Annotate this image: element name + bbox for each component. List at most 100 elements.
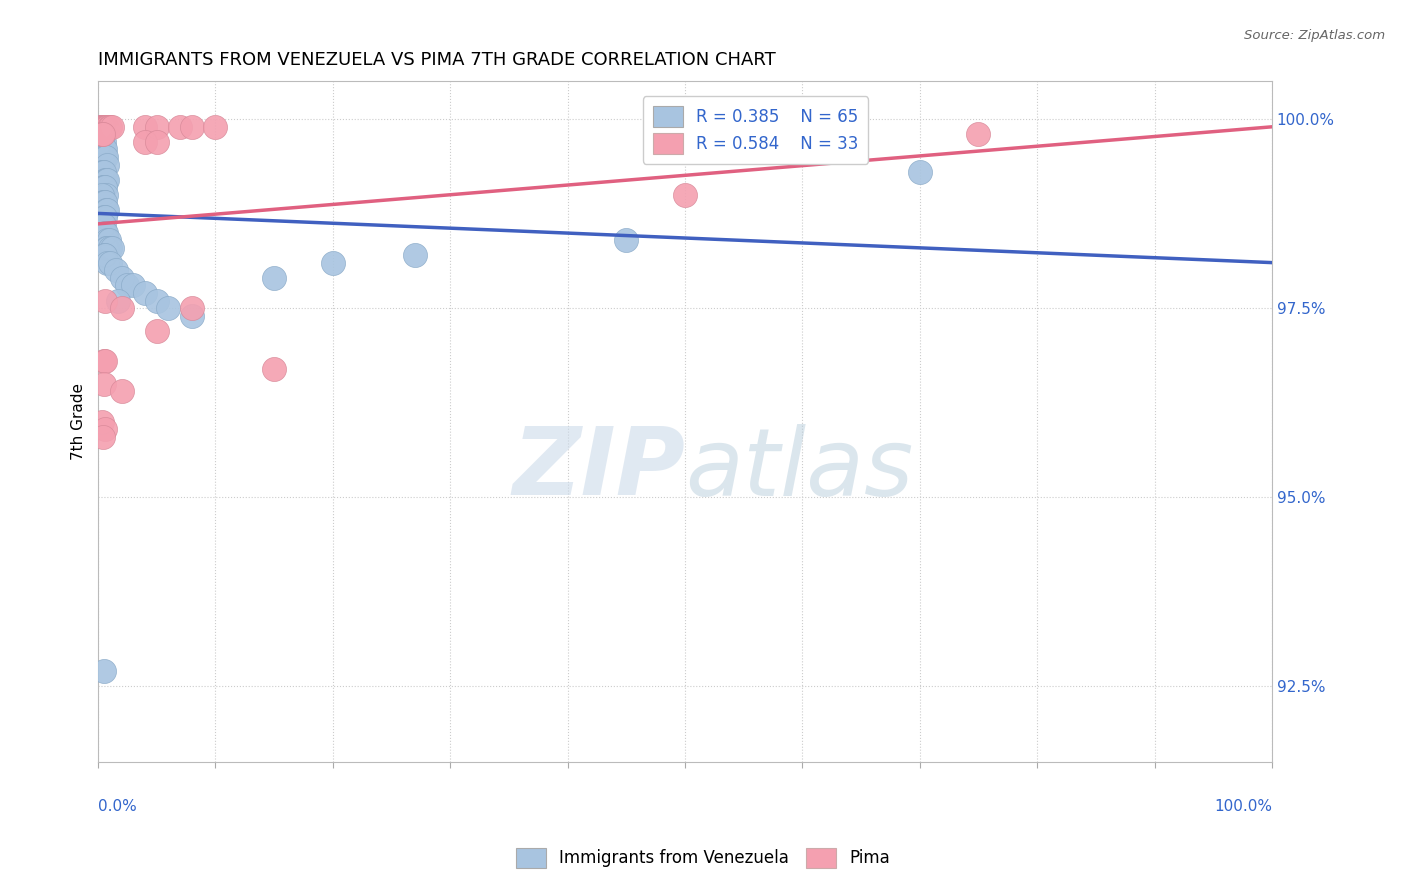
Point (89, 120, 111, 134)
Point (181, 120, 204, 134)
Text: atlas: atlas (685, 424, 914, 515)
Point (145, 135, 167, 149)
Text: ZIP: ZIP (512, 423, 685, 516)
Point (94, 150, 117, 164)
Point (96, 226, 118, 240)
Point (91, 128, 114, 142)
Point (96, 172, 118, 186)
Point (181, 309, 204, 323)
Text: Source: ZipAtlas.com: Source: ZipAtlas.com (1244, 29, 1385, 42)
Point (93, 135, 115, 149)
Point (89, 120, 111, 134)
Point (93, 165, 115, 179)
Point (104, 263, 127, 277)
Point (96, 241, 118, 255)
Point (96, 241, 118, 255)
Point (101, 120, 124, 134)
Point (169, 120, 191, 134)
Point (145, 120, 167, 134)
Point (90, 135, 112, 149)
Point (98, 241, 121, 255)
Text: 100.0%: 100.0% (1213, 799, 1272, 814)
Point (110, 301, 132, 315)
Point (94, 293, 117, 308)
Point (93, 211, 115, 225)
Point (181, 301, 204, 315)
Point (614, 233, 637, 247)
Point (93, 664, 115, 678)
Point (94, 142, 117, 156)
Text: 0.0%: 0.0% (98, 799, 136, 814)
Point (322, 256, 344, 270)
Point (96, 172, 118, 186)
Point (93, 195, 115, 210)
Point (91, 120, 114, 134)
Point (93, 376, 115, 391)
Point (89, 135, 111, 149)
Point (91, 195, 114, 210)
Point (404, 248, 426, 262)
Point (94, 354, 117, 368)
Point (94, 172, 117, 186)
Point (98, 120, 121, 134)
Point (96, 150, 118, 164)
Point (98, 256, 121, 270)
Point (134, 135, 156, 149)
Point (97, 120, 120, 134)
Point (91, 430, 114, 444)
Point (91, 165, 114, 179)
Point (94, 195, 117, 210)
Point (96, 120, 118, 134)
Point (93, 120, 115, 134)
Point (107, 293, 129, 308)
Point (204, 120, 226, 134)
Point (96, 120, 118, 134)
Point (110, 384, 132, 399)
Point (90, 120, 112, 134)
Point (94, 422, 117, 436)
Point (145, 293, 167, 308)
Point (94, 120, 117, 134)
Point (96, 187, 118, 202)
Point (89, 120, 111, 134)
Point (157, 301, 180, 315)
Point (96, 202, 118, 217)
Point (96, 157, 118, 171)
Point (97, 233, 120, 247)
Point (673, 187, 696, 202)
Point (93, 248, 115, 262)
Point (90, 150, 112, 164)
Point (94, 248, 117, 262)
Point (91, 150, 114, 164)
Text: IMMIGRANTS FROM VENEZUELA VS PIMA 7TH GRADE CORRELATION CHART: IMMIGRANTS FROM VENEZUELA VS PIMA 7TH GR… (98, 51, 776, 69)
Point (134, 120, 156, 134)
Point (90, 187, 112, 202)
Legend: Immigrants from Venezuela, Pima: Immigrants from Venezuela, Pima (509, 841, 897, 875)
Point (90, 120, 112, 134)
Point (90, 128, 112, 142)
Point (91, 120, 114, 134)
Point (93, 218, 115, 232)
Point (122, 278, 145, 293)
Legend: R = 0.385    N = 65, R = 0.584    N = 33: R = 0.385 N = 65, R = 0.584 N = 33 (643, 96, 869, 164)
Point (96, 202, 118, 217)
Point (93, 142, 115, 156)
Point (91, 128, 114, 142)
Point (93, 128, 115, 142)
Point (263, 361, 285, 376)
Point (91, 218, 114, 232)
Point (96, 256, 118, 270)
Point (263, 271, 285, 285)
Point (90, 165, 112, 179)
Point (110, 271, 132, 285)
Y-axis label: 7th Grade: 7th Grade (72, 383, 86, 460)
Point (93, 150, 115, 164)
Point (908, 165, 931, 179)
Point (94, 180, 117, 194)
Point (134, 286, 156, 301)
Point (90, 128, 112, 142)
Point (967, 128, 990, 142)
Point (93, 180, 115, 194)
Point (94, 226, 117, 240)
Point (117, 278, 139, 293)
